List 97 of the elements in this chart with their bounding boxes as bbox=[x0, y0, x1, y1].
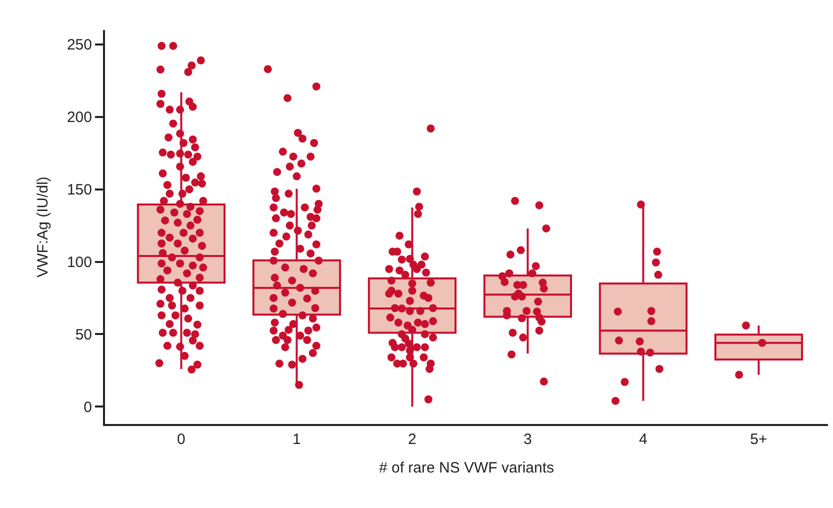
point bbox=[508, 350, 516, 358]
point bbox=[614, 336, 623, 345]
point bbox=[614, 308, 622, 316]
point bbox=[414, 210, 422, 218]
point bbox=[385, 265, 394, 274]
point bbox=[505, 269, 514, 278]
point bbox=[735, 370, 744, 379]
point bbox=[429, 334, 438, 342]
point bbox=[518, 314, 526, 322]
y-axis-title: VWF:Ag (IU/dl) bbox=[34, 176, 52, 278]
point bbox=[424, 395, 432, 404]
point bbox=[534, 298, 542, 306]
point bbox=[398, 343, 406, 352]
point bbox=[390, 304, 399, 312]
y-tick-label: 50 bbox=[75, 326, 92, 344]
point bbox=[636, 200, 645, 209]
point bbox=[511, 196, 520, 205]
y-tick-label: 200 bbox=[66, 109, 92, 126]
y-tick-label: 250 bbox=[66, 36, 92, 54]
point bbox=[538, 318, 546, 326]
point bbox=[506, 250, 514, 259]
point bbox=[646, 348, 654, 357]
x-tick-label: 1 bbox=[292, 431, 301, 448]
point bbox=[535, 326, 544, 335]
point bbox=[390, 343, 399, 352]
point bbox=[758, 338, 766, 347]
x-tick-label: 5+ bbox=[750, 431, 768, 448]
point bbox=[396, 232, 404, 240]
point bbox=[655, 364, 664, 373]
point bbox=[406, 254, 414, 263]
point bbox=[519, 280, 528, 289]
point bbox=[424, 294, 432, 302]
point bbox=[542, 224, 550, 232]
point bbox=[398, 256, 406, 264]
point bbox=[422, 268, 430, 277]
point bbox=[429, 317, 438, 326]
point bbox=[412, 265, 421, 274]
point bbox=[518, 292, 526, 301]
point bbox=[500, 278, 509, 286]
point bbox=[519, 334, 528, 342]
point bbox=[412, 343, 421, 352]
point bbox=[386, 314, 394, 322]
point bbox=[406, 346, 414, 355]
point bbox=[394, 318, 402, 327]
point bbox=[620, 378, 629, 386]
x-tick-label: 2 bbox=[408, 431, 416, 448]
point bbox=[408, 279, 416, 288]
point bbox=[528, 269, 536, 278]
point bbox=[426, 124, 435, 132]
y-tick-label: 100 bbox=[66, 254, 92, 272]
point bbox=[394, 290, 402, 298]
point bbox=[415, 202, 424, 211]
point bbox=[408, 326, 416, 334]
point bbox=[429, 304, 438, 312]
point bbox=[420, 320, 429, 328]
point bbox=[516, 246, 525, 254]
point bbox=[408, 286, 416, 295]
point bbox=[387, 276, 396, 285]
x-axis-title: # of rare NS VWF variants bbox=[378, 460, 554, 476]
point bbox=[398, 304, 406, 313]
point bbox=[414, 318, 422, 327]
x-tick-label: 0 bbox=[177, 431, 186, 448]
point bbox=[653, 248, 662, 256]
y-tick-label: 0 bbox=[84, 398, 92, 416]
point bbox=[636, 337, 644, 346]
point bbox=[406, 353, 414, 362]
point bbox=[652, 258, 660, 266]
point bbox=[420, 353, 428, 362]
point bbox=[420, 330, 429, 338]
point bbox=[522, 307, 531, 316]
point bbox=[387, 353, 396, 362]
point bbox=[611, 396, 620, 405]
point bbox=[406, 307, 414, 316]
point bbox=[654, 270, 662, 279]
x-tick-label: 4 bbox=[639, 431, 648, 448]
point bbox=[396, 266, 404, 274]
point bbox=[406, 296, 414, 305]
x-tick-label: 3 bbox=[524, 431, 532, 448]
point bbox=[742, 322, 750, 330]
point bbox=[508, 328, 517, 337]
point bbox=[385, 290, 394, 298]
point bbox=[416, 307, 424, 316]
point bbox=[426, 278, 435, 287]
y-tick-label: 150 bbox=[66, 182, 92, 199]
point bbox=[412, 188, 421, 196]
point bbox=[409, 360, 418, 368]
point bbox=[535, 201, 544, 210]
point bbox=[420, 343, 429, 352]
point bbox=[426, 364, 434, 373]
point bbox=[540, 284, 548, 293]
point bbox=[511, 292, 520, 301]
point bbox=[532, 262, 540, 270]
point bbox=[636, 348, 645, 356]
point bbox=[420, 252, 429, 261]
point bbox=[647, 317, 656, 326]
point bbox=[540, 378, 548, 386]
point bbox=[647, 307, 656, 316]
